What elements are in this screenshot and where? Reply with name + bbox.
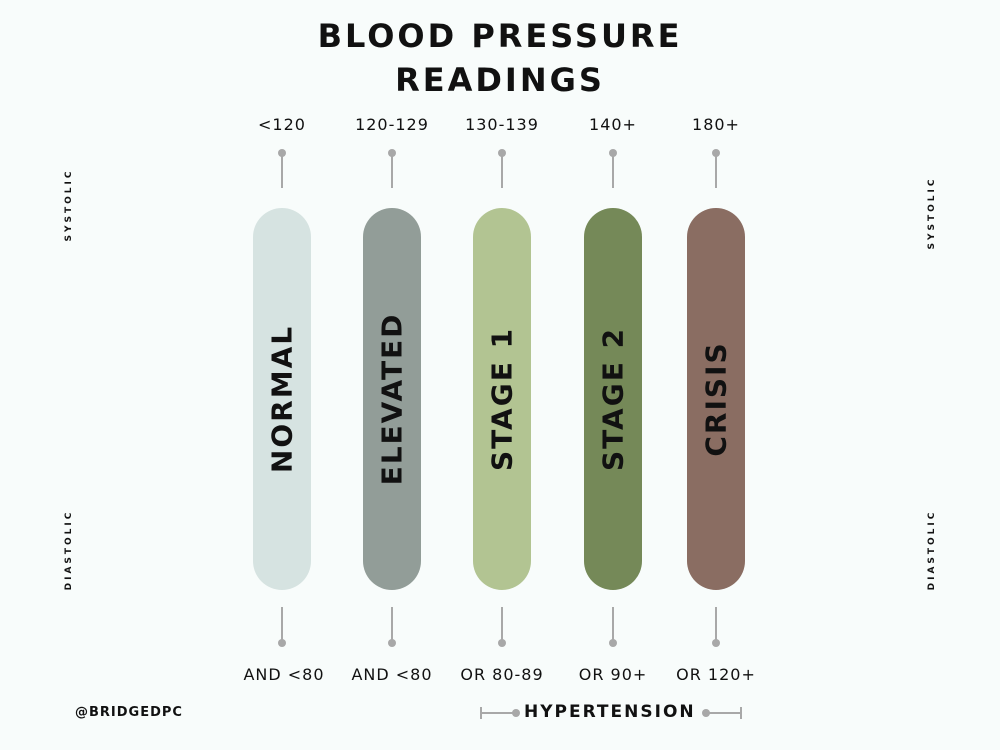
page-title: BLOOD PRESSURE READINGS — [0, 14, 1000, 102]
diastolic-value-normal: AND <80 — [243, 665, 325, 684]
top-connector-dot — [278, 149, 286, 157]
bottom-connector-dot — [712, 639, 720, 647]
top-connector-dot — [388, 149, 396, 157]
top-connector-line — [501, 154, 503, 188]
diastolic-value-elevated: AND <80 — [351, 665, 433, 684]
bottom-connector-line — [715, 607, 717, 641]
bottom-connector-line — [391, 607, 393, 641]
category-pill-stage-1: STAGE 1 — [473, 208, 531, 590]
category-pill-elevated: ELEVATED — [363, 208, 421, 590]
bottom-connector-line — [501, 607, 503, 641]
bottom-connector-line — [612, 607, 614, 641]
systolic-label-right: SYSTOLIC — [927, 176, 937, 250]
title-line-2: READINGS — [395, 61, 605, 99]
diastolic-value-stage-2: OR 90+ — [578, 665, 648, 684]
bottom-connector-dot — [278, 639, 286, 647]
title-line-1: BLOOD PRESSURE — [317, 17, 683, 55]
category-name-normal: NORMAL — [265, 324, 299, 474]
diastolic-value-stage-1: OR 80-89 — [460, 665, 544, 684]
hypertension-bracket: HYPERTENSION — [480, 700, 742, 726]
top-connector-dot — [498, 149, 506, 157]
bracket-end-tick — [740, 707, 742, 719]
diastolic-label-right: DIASTOLIC — [927, 509, 937, 591]
top-connector-dot — [609, 149, 617, 157]
category-name-elevated: ELEVATED — [375, 312, 409, 486]
category-name-stage-2: STAGE 2 — [596, 326, 630, 472]
diastolic-label-left: DIASTOLIC — [64, 509, 74, 591]
bracket-line — [706, 712, 742, 714]
systolic-label-left: SYSTOLIC — [64, 168, 74, 242]
category-name-stage-1: STAGE 1 — [485, 326, 519, 472]
systolic-value-stage-2: 140+ — [589, 115, 637, 134]
social-handle: @BRIDGEDPC — [75, 705, 183, 720]
top-connector-line — [281, 154, 283, 188]
category-name-crisis: CRISIS — [699, 341, 733, 457]
bottom-connector-dot — [498, 639, 506, 647]
top-connector-dot — [712, 149, 720, 157]
top-connector-line — [715, 154, 717, 188]
bottom-connector-line — [281, 607, 283, 641]
category-pill-normal: NORMAL — [253, 208, 311, 590]
bottom-connector-dot — [609, 639, 617, 647]
category-pill-crisis: CRISIS — [687, 208, 745, 590]
hypertension-label: HYPERTENSION — [524, 702, 696, 722]
top-connector-line — [391, 154, 393, 188]
category-pill-stage-2: STAGE 2 — [584, 208, 642, 590]
systolic-value-crisis: 180+ — [692, 115, 740, 134]
bottom-connector-dot — [388, 639, 396, 647]
bracket-line — [480, 712, 516, 714]
top-connector-line — [612, 154, 614, 188]
diastolic-value-crisis: OR 120+ — [676, 665, 756, 684]
systolic-value-elevated: 120-129 — [355, 115, 429, 134]
bracket-dot — [512, 709, 520, 717]
systolic-value-stage-1: 130-139 — [465, 115, 539, 134]
systolic-value-normal: <120 — [258, 115, 306, 134]
